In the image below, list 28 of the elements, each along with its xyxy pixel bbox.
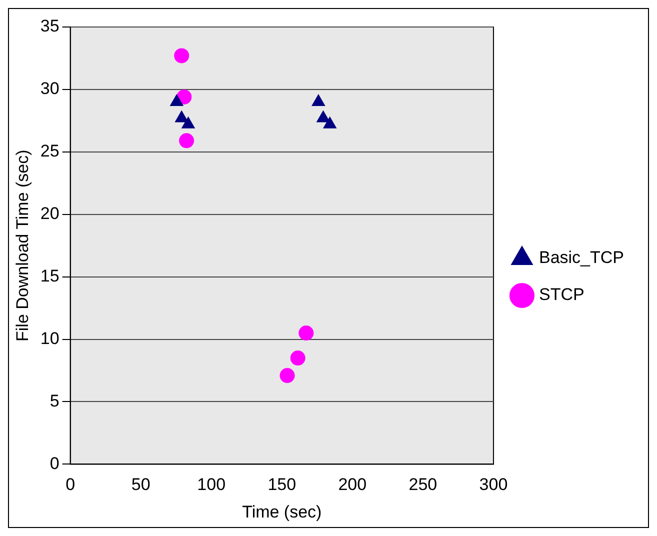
x-tick-label: 200 (338, 475, 367, 494)
point (280, 368, 295, 384)
y-tick-label: 10 (40, 328, 60, 348)
y-tick-label: 20 (40, 204, 60, 224)
y-axis-title: File Download Time (sec) (12, 150, 32, 342)
legend-label: STCP (538, 285, 584, 304)
y-tick-label: 0 (50, 454, 60, 473)
point (170, 94, 184, 106)
point (290, 350, 306, 366)
x-tick-label: 150 (268, 475, 296, 494)
x-tick-label: 300 (479, 475, 508, 494)
point (312, 94, 325, 106)
x-tick-label: 250 (408, 475, 438, 494)
x-axis-title: Time (sec) (242, 502, 322, 522)
point (175, 110, 188, 122)
y-tick-label: 5 (50, 391, 60, 410)
point (323, 116, 336, 128)
x-tick-label: 0 (66, 475, 76, 494)
point (316, 110, 330, 122)
y-tick-label: 30 (40, 79, 60, 98)
point (298, 326, 314, 341)
point (182, 116, 195, 128)
x-tick-label: 50 (131, 475, 150, 494)
y-tick-label: 25 (40, 142, 60, 161)
y-tick-label: 15 (40, 266, 60, 286)
y-tick-label: 35 (40, 16, 60, 36)
legend-label: Basic_TCP (538, 248, 624, 268)
x-tick-label: 100 (197, 475, 226, 494)
